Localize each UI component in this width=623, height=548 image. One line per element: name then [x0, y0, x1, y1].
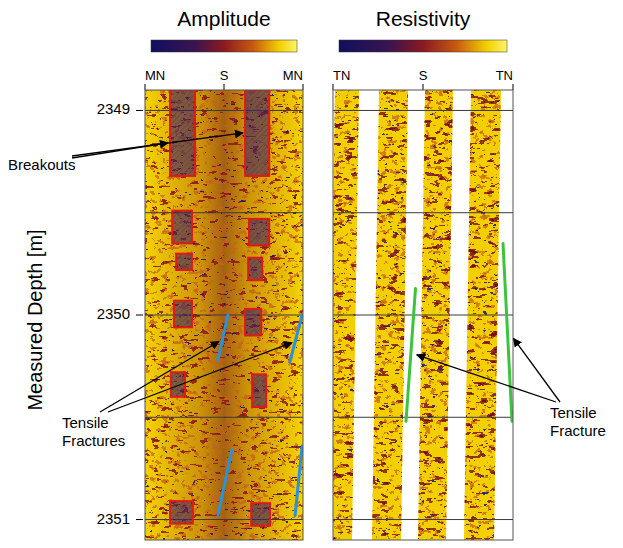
x-tick-label: TN — [496, 68, 513, 83]
grid-line — [333, 519, 513, 520]
breakout — [171, 372, 185, 397]
annotation-line: Tensile — [62, 414, 109, 431]
x-tick-label: S — [220, 68, 229, 83]
annotation-line: Fractures — [62, 432, 125, 449]
breakout — [248, 258, 262, 281]
x-tick — [303, 84, 304, 90]
grid-line — [145, 212, 303, 213]
tensile-fracture — [290, 315, 302, 362]
image-background — [145, 90, 303, 540]
breakout — [252, 374, 266, 407]
tensile-fracture — [218, 315, 228, 360]
breakout — [172, 211, 192, 244]
panel-frame — [333, 90, 513, 540]
image-texture — [145, 90, 303, 540]
breakout — [170, 501, 193, 524]
pad-texture — [333, 90, 513, 540]
colorbar — [151, 40, 297, 52]
annotation-arrow — [514, 338, 561, 402]
tensile-fracture — [218, 450, 232, 515]
breakout — [249, 219, 269, 246]
tensile-fracture — [406, 288, 416, 421]
annotation-arrow — [72, 133, 243, 156]
pad-texture — [333, 90, 513, 540]
x-tick-label: MN — [283, 68, 303, 83]
annotation-line: Breakouts — [8, 156, 76, 173]
annotation: TensileFractures — [62, 414, 125, 449]
panel-title: Resistivity — [376, 7, 471, 30]
panel-title: Amplitude — [177, 7, 270, 30]
pad-strips — [333, 90, 513, 540]
annotation-arrow — [108, 343, 292, 412]
x-tick — [423, 84, 424, 90]
x-tick-label: S — [419, 68, 428, 83]
panel-plot — [145, 90, 303, 540]
y-tick — [136, 110, 143, 111]
breakout — [251, 503, 270, 526]
annotation: TensileFracture — [550, 404, 606, 439]
tensile-fracture — [503, 243, 512, 421]
grid-line — [145, 417, 303, 418]
y-tick — [136, 519, 143, 520]
x-tick — [145, 84, 146, 90]
pad-texture — [333, 90, 513, 540]
annotation-line: Tensile — [550, 404, 597, 421]
x-tick — [513, 84, 514, 90]
image-texture — [145, 90, 303, 540]
y-axis-title: Measured Depth [m] — [24, 229, 46, 410]
tensile-fracture — [295, 446, 302, 516]
pad-background — [333, 90, 513, 540]
y-tick — [136, 315, 143, 316]
y-tick-label: 2349 — [97, 100, 130, 117]
breakout — [174, 301, 192, 328]
annotation-line: Fracture — [550, 422, 606, 439]
grid-line — [145, 110, 303, 111]
y-tick-label: 2351 — [97, 510, 130, 527]
grid-line — [333, 417, 513, 418]
annotation-arrow — [417, 355, 556, 402]
grid-line — [333, 315, 513, 316]
breakout — [245, 309, 261, 336]
x-tick-label: MN — [145, 68, 165, 83]
x-tick — [224, 84, 225, 90]
x-tick-label: TN — [333, 68, 350, 83]
grid-line — [333, 110, 513, 111]
grid-line — [145, 315, 303, 316]
breakout — [170, 90, 195, 176]
image-texture — [145, 90, 303, 540]
breakout — [176, 254, 192, 270]
panel-frame — [145, 90, 303, 540]
x-tick — [333, 84, 334, 90]
grid-line — [145, 519, 303, 520]
y-tick-label: 2350 — [97, 305, 130, 322]
grid-line — [333, 212, 513, 213]
image-band — [145, 90, 303, 540]
annotation: Breakouts — [8, 156, 76, 173]
breakout — [245, 90, 269, 176]
image-log-figure: Measured Depth [m] 2349 2350 2351 Amplitude M… — [0, 0, 623, 548]
panel-plot — [333, 90, 513, 540]
colorbar — [339, 40, 507, 52]
